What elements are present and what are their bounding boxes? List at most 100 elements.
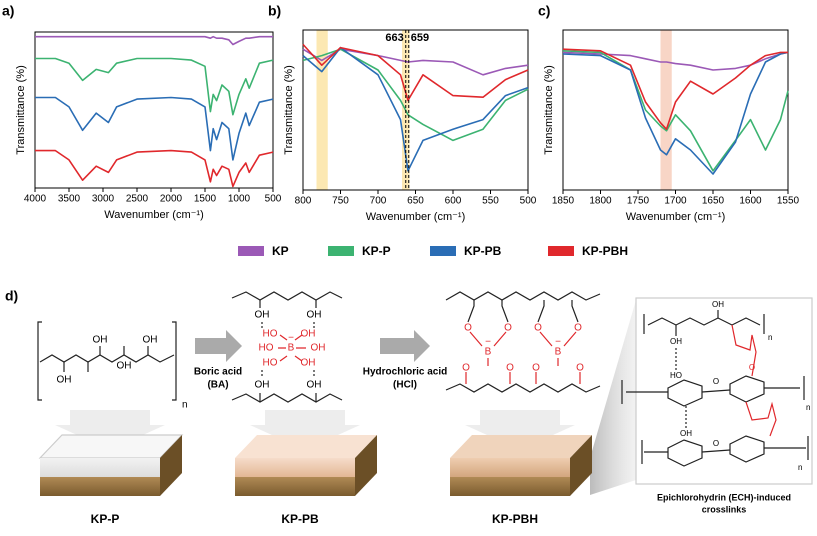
ring [667,435,765,467]
x-tick-label: 1700 [664,196,687,207]
panel-label: c) [538,3,550,19]
atom: B [485,347,492,358]
charge: − [485,337,491,348]
arrow [195,330,242,362]
reagent: Hydrochloric acid [363,367,447,378]
sample-label: KP-PB [281,512,319,526]
atom: HO [259,343,274,354]
chain [231,393,343,403]
panel-label: a) [2,3,14,19]
x-tick-label: 500 [520,196,537,207]
series-line [302,46,529,172]
y-axis-label: Transmittance (%) [543,65,555,154]
x-tick-label: 1600 [739,196,762,207]
bonds [467,300,579,323]
atom: O [464,323,472,334]
highlight-band [660,30,672,190]
film-side [160,435,182,496]
arrow [250,410,360,450]
h-bond [261,322,315,378]
series-line [562,48,788,130]
x-tick-label: 750 [332,196,349,207]
reagent: (BA) [207,380,228,391]
x-tick-label: 1650 [702,196,725,207]
bracket [643,314,765,334]
reagent: (HCl) [393,380,417,391]
panel-label: d) [5,288,18,304]
series-line [35,57,274,116]
atom: OH [301,329,316,340]
chain [641,436,809,464]
sample-label: KP-PBH [492,512,538,526]
atom: O [504,323,512,334]
legend: KP KP-P KP-PB KP-PBH [238,244,628,258]
chain [621,376,805,404]
series-line [562,50,789,172]
legend-swatch [430,246,456,256]
ring [667,375,765,407]
atom: n [806,403,810,412]
atom: B [288,343,295,354]
atom: OH [307,380,322,391]
x-tick-label: 500 [265,194,282,205]
x-tick-label: 650 [407,196,424,207]
y-axis-label: Transmittance (%) [283,65,295,154]
chain [231,291,343,301]
annotation: 663 [385,32,403,44]
x-axis-label: Wavenumber (cm⁻¹) [366,211,466,223]
series-line [35,96,274,161]
caption: crosslinks [702,504,747,514]
legend-swatch [238,246,264,256]
atom: n [768,333,772,342]
film-side [355,435,377,496]
atom: n [798,463,802,472]
x-tick-label: 4000 [24,194,47,205]
chain [39,354,175,363]
atom: HO [263,329,278,340]
bonds [278,334,306,362]
scheme: d) OH OH OH OH n Boric acid (BA) Hydroch… [5,288,813,526]
legend-swatch [328,246,354,256]
x-tick-label: 550 [482,196,499,207]
chart: 4000 3500 3000 2500 2000 1500 1000 500 Wavenumbe… [2,3,282,221]
legend-swatch [548,246,574,256]
arrow [380,330,430,362]
atom: n [182,400,188,411]
atom: OH [712,300,724,309]
annotation: 659 [411,32,429,44]
atom: OH [311,343,326,354]
bonds [259,300,317,402]
film-top [235,435,377,458]
atom: OH [57,375,72,386]
atom: OH [680,429,692,438]
atom: OH [255,380,270,391]
atom: OH [117,361,132,372]
legend-label: KP [272,244,289,258]
atom: HO [670,371,682,380]
atom: O [462,363,470,374]
x-tick-label: 1750 [627,196,650,207]
plot-frame [302,29,529,191]
film-front [40,458,160,496]
atom: O [506,363,514,374]
x-tick-label: 1550 [777,196,800,207]
x-tick-label: 800 [295,196,312,207]
atom: O [532,363,540,374]
chain [445,291,601,301]
bonds [63,346,149,372]
sample-label: KP-P [91,512,120,526]
x-tick-label: 3500 [58,194,81,205]
atom: O [713,439,719,448]
film-front [235,458,355,496]
series-line [562,51,789,175]
chain [647,317,761,326]
zoom-wedge [590,300,636,495]
arrow [55,410,165,450]
x-axis-label: Wavenumber (cm⁻¹) [626,211,726,223]
highlight-band [316,30,328,190]
series-line [302,48,529,142]
series-line [302,43,529,102]
atom: O [576,363,584,374]
legend-label: KP-PB [464,244,502,258]
